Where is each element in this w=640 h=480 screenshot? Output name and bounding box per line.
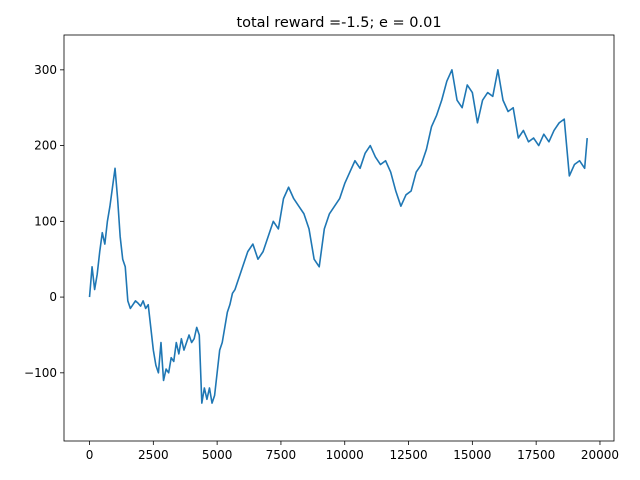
plot-frame: [63, 34, 615, 442]
y-tick-label: −100: [24, 366, 57, 380]
x-tick-label: 17500: [517, 448, 555, 462]
x-tick-label: 5000: [202, 448, 233, 462]
x-tick-label: 10000: [326, 448, 364, 462]
x-tick-label: 7500: [266, 448, 297, 462]
y-tick-label: 200: [34, 139, 57, 153]
x-tick-label: 15000: [453, 448, 491, 462]
x-tick-label: 20000: [581, 448, 619, 462]
x-tick-label: 2500: [138, 448, 169, 462]
y-tick-label: 0: [49, 290, 57, 304]
y-tick-label: 300: [34, 63, 57, 77]
series-line-0: [88, 69, 588, 404]
x-axis: 0 2500 5000 7500 10000 12500 15000 17500 20000: [86, 441, 619, 462]
y-axis: −100 0 100 200 300: [24, 63, 64, 380]
x-tick-label: 0: [86, 448, 94, 462]
chart-title: total reward =-1.5; e = 0.01: [236, 15, 441, 31]
plot-area: [88, 69, 588, 404]
x-tick-label: 12500: [389, 448, 427, 462]
y-tick-label: 100: [34, 214, 57, 228]
